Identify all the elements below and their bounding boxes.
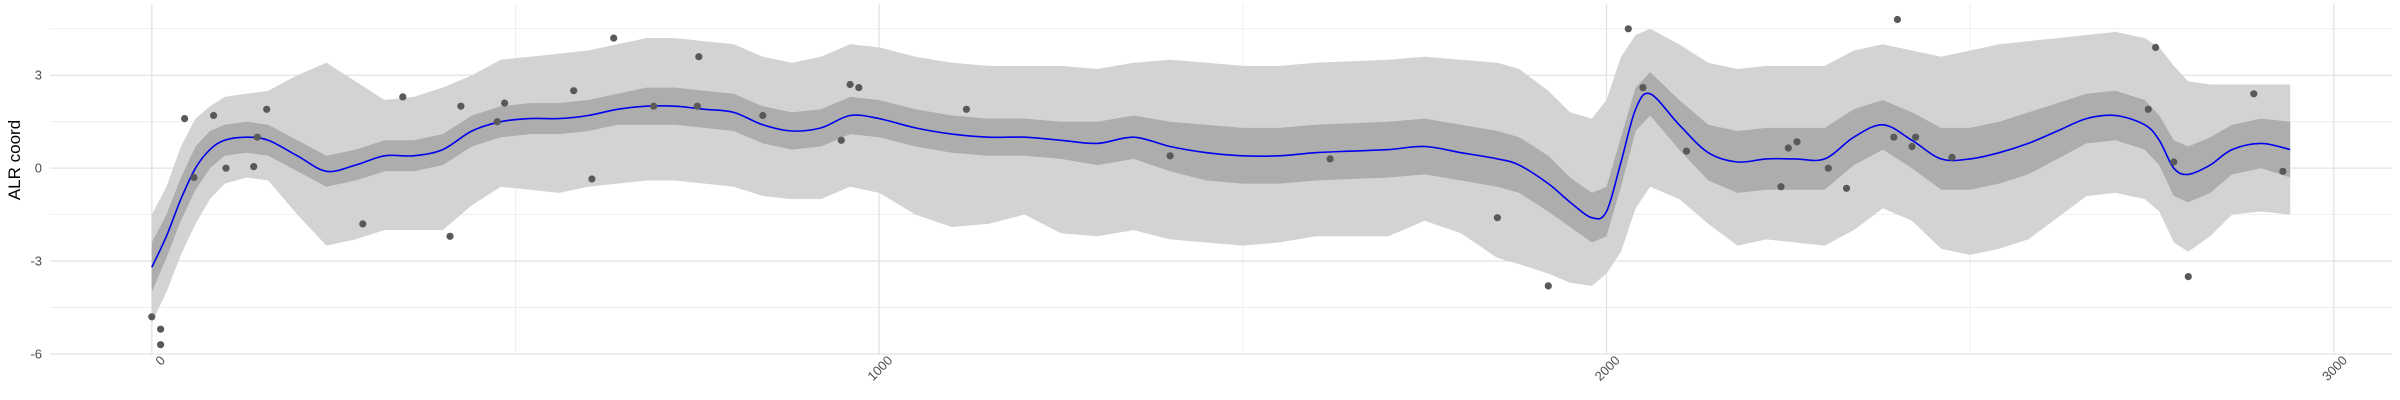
line-layer [151,92,2291,268]
data-point [1824,164,1832,172]
data-point [837,136,845,144]
x-tick-label: 1000 [864,353,895,384]
data-point [1544,282,1552,290]
data-point [148,313,156,321]
data-point [759,111,767,120]
data-point [1842,184,1851,192]
data-point [1890,133,1898,141]
data-point [446,232,454,240]
data-point [695,53,703,61]
data-point [846,80,854,89]
data-point [588,175,596,183]
data-point [962,105,971,113]
data-point [1784,144,1792,152]
y-tick-label: 3 [35,68,42,83]
fit-line [151,92,2291,268]
data-point [1639,84,1647,92]
data-point [457,102,465,110]
data-point [1326,155,1334,163]
x-tick-label: 3000 [2319,353,2350,384]
data-point [359,220,367,228]
data-point [210,111,218,120]
data-point [1948,153,1956,161]
data-point [493,118,501,126]
x-tick-label: 2000 [1592,353,1623,384]
x-tick-label: 0 [152,353,168,369]
data-point [263,105,271,113]
data-point [610,34,618,42]
data-point [181,115,189,123]
data-point [501,99,509,107]
data-point [2279,167,2287,175]
y-tick-label: -3 [30,254,42,269]
data-point [1912,133,1920,141]
data-point [1777,183,1785,191]
data-point [855,84,863,92]
data-point [1624,25,1632,33]
data-point [2250,90,2258,98]
data-point [1493,214,1501,222]
data-point [2152,43,2160,52]
data-point [190,173,198,182]
data-point [1893,15,1901,24]
data-point [2184,273,2192,281]
data-point [253,133,261,141]
data-point [222,164,230,172]
data-point [1908,142,1916,151]
data-point [2170,158,2178,166]
data-point [1793,138,1801,146]
point-layer [148,15,2287,349]
y-axis-title: ALR coord [5,120,24,200]
data-point [650,102,658,110]
data-point [157,325,165,333]
data-point [693,102,701,110]
data-point [1682,147,1691,155]
data-point [250,163,258,171]
y-tick-label: -6 [30,347,42,362]
data-point [2144,105,2152,113]
y-tick-label: 0 [35,161,42,176]
band-layer [151,28,2291,324]
data-point [399,93,407,101]
data-point [157,341,165,349]
data-point [570,87,578,95]
data-point [1166,152,1174,160]
